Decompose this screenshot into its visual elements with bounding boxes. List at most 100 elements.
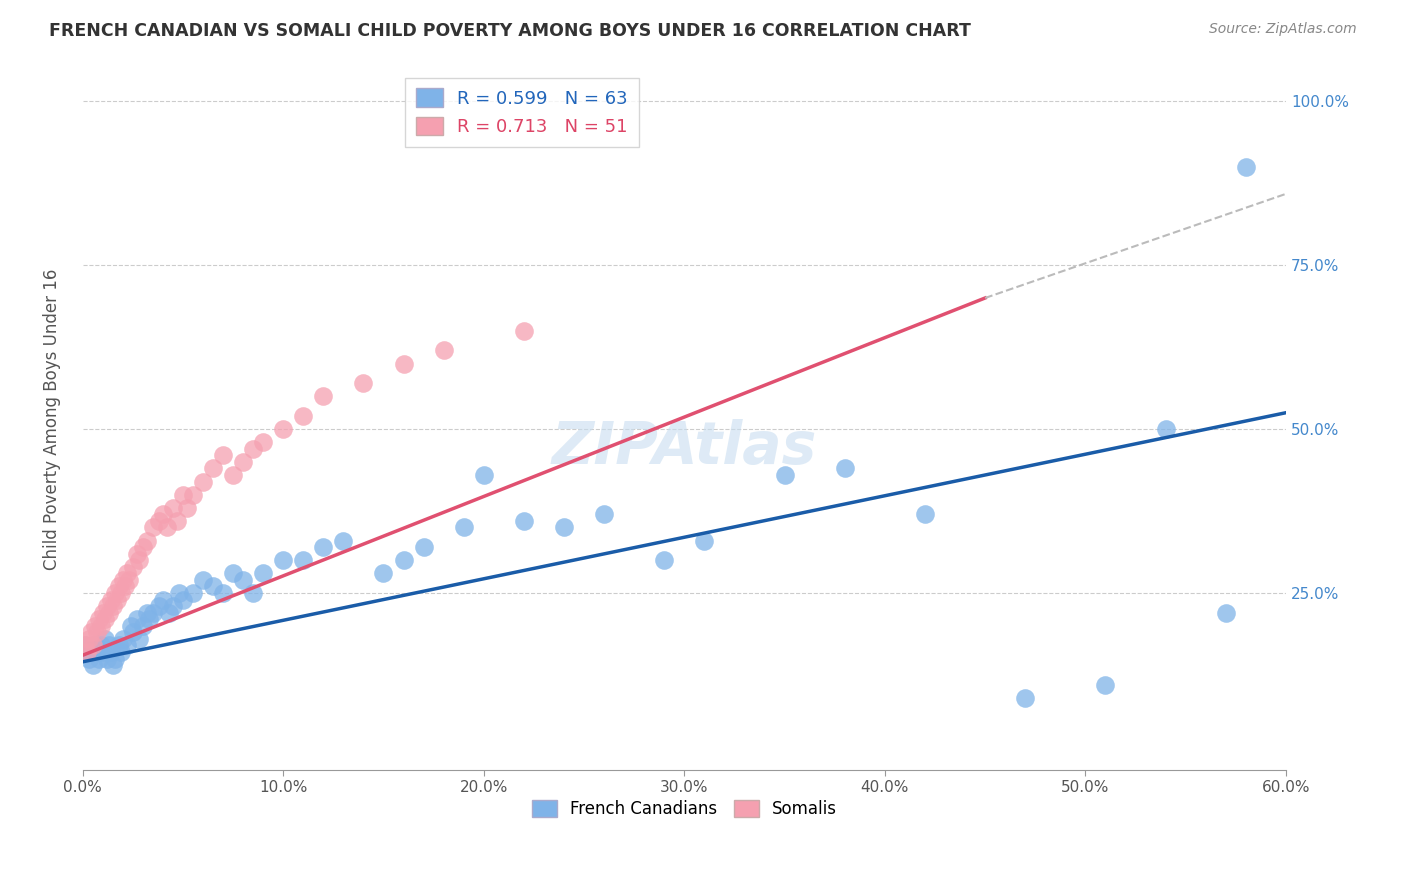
Point: [77, 651, 100, 665]
Point: [111, 573, 134, 587]
Point: [148, 599, 170, 613]
Point: [271, 422, 294, 436]
Point: [1234, 160, 1257, 174]
Point: [312, 540, 335, 554]
Point: [148, 514, 170, 528]
Point: [125, 547, 148, 561]
Point: [105, 592, 128, 607]
Point: [101, 658, 124, 673]
Point: [176, 500, 198, 515]
Point: [453, 520, 475, 534]
Point: [513, 324, 536, 338]
Point: [392, 357, 415, 371]
Point: [373, 566, 395, 581]
Point: [222, 467, 245, 482]
Point: [76, 645, 98, 659]
Point: [212, 448, 235, 462]
Point: [1154, 422, 1177, 436]
Point: [242, 586, 264, 600]
Point: [110, 586, 132, 600]
Point: [513, 514, 536, 528]
Point: [104, 651, 127, 665]
Point: [156, 520, 179, 534]
Point: [138, 612, 160, 626]
Point: [77, 632, 100, 646]
Point: [167, 586, 190, 600]
Point: [110, 645, 132, 659]
Point: [104, 586, 127, 600]
Text: ZIPAtlas: ZIPAtlas: [551, 419, 817, 475]
Point: [97, 606, 120, 620]
Point: [87, 612, 110, 626]
Point: [181, 586, 204, 600]
Point: [191, 475, 214, 489]
Point: [693, 533, 716, 548]
Point: [100, 592, 122, 607]
Point: [83, 639, 105, 653]
Point: [252, 566, 274, 581]
Point: [162, 500, 184, 515]
Point: [352, 376, 374, 391]
Point: [91, 645, 114, 659]
Point: [191, 573, 214, 587]
Point: [142, 520, 165, 534]
Point: [135, 533, 157, 548]
Point: [82, 658, 104, 673]
Point: [115, 566, 138, 581]
Point: [79, 625, 101, 640]
Point: [1094, 678, 1116, 692]
Point: [96, 599, 118, 613]
Point: [433, 343, 456, 358]
Point: [82, 639, 104, 653]
Point: [472, 467, 495, 482]
Point: [412, 540, 434, 554]
Point: [232, 455, 254, 469]
Point: [593, 508, 616, 522]
Point: [292, 409, 315, 423]
Point: [292, 553, 315, 567]
Point: [93, 612, 115, 626]
Point: [125, 612, 148, 626]
Point: [172, 488, 194, 502]
Point: [118, 573, 141, 587]
Point: [90, 639, 112, 653]
Text: FRENCH CANADIAN VS SOMALI CHILD POVERTY AMONG BOYS UNDER 16 CORRELATION CHART: FRENCH CANADIAN VS SOMALI CHILD POVERTY …: [49, 22, 972, 40]
Point: [114, 579, 136, 593]
Point: [97, 639, 120, 653]
Point: [157, 606, 180, 620]
Point: [86, 625, 108, 640]
Point: [392, 553, 415, 567]
Point: [107, 639, 129, 653]
Point: [107, 579, 129, 593]
Point: [142, 606, 165, 620]
Point: [652, 553, 675, 567]
Point: [135, 606, 157, 620]
Point: [111, 632, 134, 646]
Point: [201, 579, 224, 593]
Point: [242, 442, 264, 456]
Point: [1215, 606, 1237, 620]
Point: [181, 488, 204, 502]
Point: [132, 540, 155, 554]
Point: [232, 573, 254, 587]
Point: [100, 645, 122, 659]
Point: [132, 619, 155, 633]
Point: [115, 639, 138, 653]
Point: [271, 553, 294, 567]
Point: [312, 389, 335, 403]
Point: [91, 606, 114, 620]
Point: [83, 619, 105, 633]
Point: [222, 566, 245, 581]
Point: [834, 461, 856, 475]
Point: [73, 639, 96, 653]
Point: [86, 645, 108, 659]
Text: Source: ZipAtlas.com: Source: ZipAtlas.com: [1209, 22, 1357, 37]
Point: [76, 645, 98, 659]
Point: [128, 632, 150, 646]
Legend: French Canadians, Somalis: French Canadians, Somalis: [524, 793, 844, 825]
Point: [152, 592, 174, 607]
Point: [1014, 690, 1036, 705]
Point: [212, 586, 235, 600]
Point: [172, 592, 194, 607]
Point: [553, 520, 575, 534]
